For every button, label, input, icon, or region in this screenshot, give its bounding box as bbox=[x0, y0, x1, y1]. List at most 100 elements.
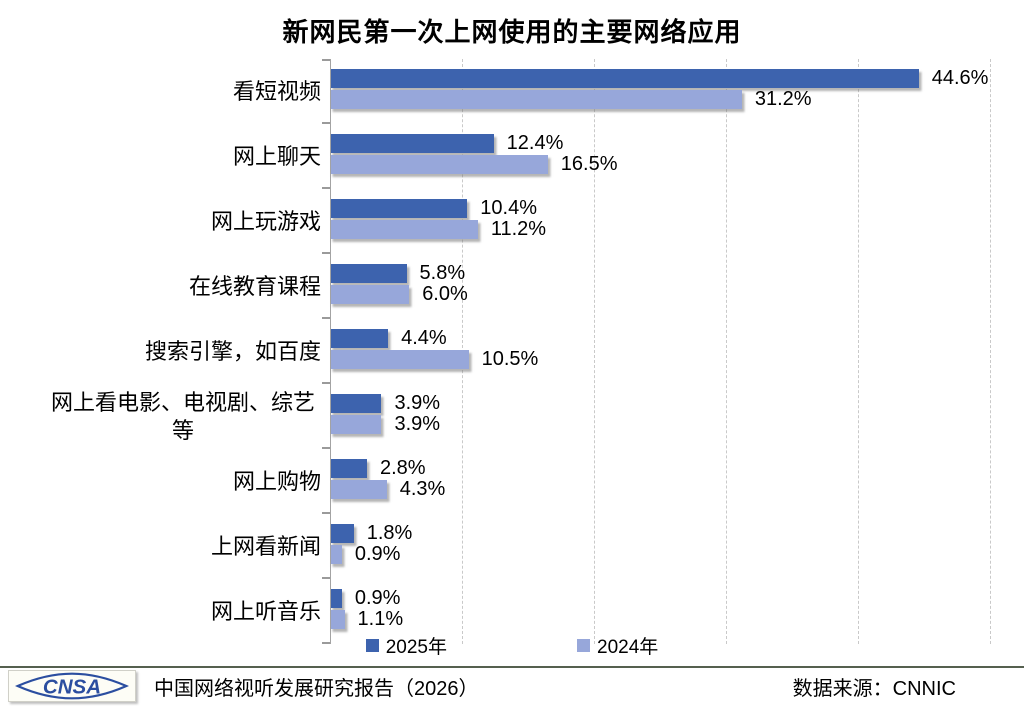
legend-item-2025: 2025年 bbox=[365, 632, 447, 659]
legend-label-2025: 2025年 bbox=[385, 636, 447, 658]
category-label: 网上看电影、电视剧、综艺等 bbox=[50, 390, 315, 443]
value-label-2025: 44.6% bbox=[931, 67, 989, 89]
bar-2025 bbox=[330, 394, 382, 413]
value-label-2025: 4.4% bbox=[401, 327, 447, 349]
chart-row: 网上看电影、电视剧、综艺等 3.9% 3.9% bbox=[0, 384, 990, 449]
category-label: 网上听音乐 bbox=[210, 598, 321, 624]
bar-line-2025: 2.8% bbox=[330, 457, 990, 479]
chart-row: 上网看新闻 1.8% 0.9% bbox=[0, 514, 990, 579]
axis-tick bbox=[322, 121, 330, 124]
bar-2025 bbox=[330, 69, 919, 88]
cnsa-logo: CNSA bbox=[8, 670, 136, 702]
value-label-2025: 12.4% bbox=[506, 132, 564, 154]
chart-row: 看短视频 44.6% 31.2% bbox=[0, 59, 990, 124]
bar-2024 bbox=[330, 350, 469, 369]
bar-2025 bbox=[330, 459, 367, 478]
category-label: 上网看新闻 bbox=[210, 533, 321, 559]
bar-2025 bbox=[330, 264, 407, 283]
chart-legend: 2025年 2024年 bbox=[0, 630, 1024, 660]
bar-line-2024: 6.0% bbox=[330, 283, 990, 305]
bar-line-2024: 1.1% bbox=[330, 608, 990, 630]
row-plot: 4.4% 10.5% bbox=[330, 319, 990, 384]
category-label: 看短视频 bbox=[232, 78, 321, 104]
row-plot: 3.9% 3.9% bbox=[330, 384, 990, 449]
category-label: 网上聊天 bbox=[232, 143, 321, 169]
axis-tick bbox=[322, 446, 330, 449]
bar-line-2025: 3.9% bbox=[330, 392, 990, 414]
gridline bbox=[594, 59, 595, 644]
row-plot: 0.9% 1.1% bbox=[330, 579, 990, 644]
gridline bbox=[858, 59, 859, 644]
bar-2025 bbox=[330, 134, 494, 153]
row-plot: 5.8% 6.0% bbox=[330, 254, 990, 319]
value-label-2025: 0.9% bbox=[354, 587, 401, 609]
bar-2025 bbox=[330, 524, 354, 543]
category-axis-line bbox=[330, 59, 331, 644]
bar-line-2025: 12.4% bbox=[330, 132, 990, 154]
report-title: 中国网络视听发展研究报告（2026） bbox=[154, 677, 479, 700]
bar-2025 bbox=[330, 199, 468, 218]
bar-line-2025: 5.8% bbox=[330, 262, 990, 284]
value-label-2025: 3.9% bbox=[394, 392, 441, 414]
category-label: 在线教育课程 bbox=[188, 273, 321, 299]
legend-swatch-2025-icon bbox=[365, 638, 379, 652]
svg-text:CNSA: CNSA bbox=[43, 675, 101, 698]
bar-2024 bbox=[330, 285, 410, 304]
bar-2025 bbox=[330, 329, 389, 348]
bar-line-2025: 10.4% bbox=[330, 197, 990, 219]
bar-line-2025: 4.4% bbox=[330, 327, 990, 349]
bar-line-2025: 44.6% bbox=[330, 67, 990, 89]
chart-row: 搜索引擎，如百度 4.4% 10.5% bbox=[0, 319, 990, 384]
row-plot: 12.4% 16.5% bbox=[330, 124, 990, 189]
chart-row: 网上玩游戏 10.4% 11.2% bbox=[0, 189, 990, 254]
legend-swatch-2024-icon bbox=[577, 638, 590, 652]
bar-2024 bbox=[330, 415, 382, 434]
row-plot: 2.8% 4.3% bbox=[330, 449, 990, 514]
bar-2024 bbox=[330, 220, 478, 239]
axis-tick bbox=[322, 642, 330, 644]
chart-row: 网上听音乐 0.9% 1.1% bbox=[0, 579, 990, 644]
bar-line-2024: 16.5% bbox=[330, 153, 990, 175]
value-label-2024: 3.9% bbox=[394, 413, 441, 435]
bar-line-2024: 0.9% bbox=[330, 543, 990, 565]
value-label-2025: 2.8% bbox=[379, 457, 426, 479]
value-label-2024: 0.9% bbox=[354, 543, 401, 565]
value-label-2025: 10.4% bbox=[480, 197, 537, 219]
value-label-2025: 1.8% bbox=[366, 522, 413, 544]
legend-item-2024: 2024年 bbox=[577, 632, 658, 659]
axis-tick bbox=[322, 316, 330, 319]
bar-2024 bbox=[330, 90, 742, 109]
bar-line-2024: 11.2% bbox=[330, 218, 990, 240]
bar-line-2025: 1.8% bbox=[330, 522, 990, 544]
bar-line-2024: 3.9% bbox=[330, 413, 990, 435]
bar-chart: 看短视频 44.6% 31.2% 网上聊天 12.4% 16.5% 网上玩游戏 10.4% 11… bbox=[0, 59, 991, 644]
value-label-2024: 10.5% bbox=[481, 348, 539, 370]
bar-line-2024: 4.3% bbox=[330, 478, 990, 500]
chart-row: 在线教育课程 5.8% 6.0% bbox=[0, 254, 990, 319]
chart-rows: 看短视频 44.6% 31.2% 网上聊天 12.4% 16.5% 网上玩游戏 10.4% 11… bbox=[0, 59, 990, 644]
cnsa-logo-icon: CNSA bbox=[14, 672, 130, 700]
row-plot: 10.4% 11.2% bbox=[330, 189, 990, 254]
bar-2024 bbox=[330, 480, 387, 499]
chart-row: 网上购物 2.8% 4.3% bbox=[0, 449, 990, 514]
axis-tick bbox=[322, 59, 330, 61]
value-label-2024: 1.1% bbox=[357, 608, 404, 630]
category-label: 网上玩游戏 bbox=[210, 208, 321, 234]
axis-tick bbox=[322, 251, 330, 254]
axis-tick bbox=[322, 512, 330, 514]
gridline bbox=[990, 59, 991, 644]
bar-line-2025: 0.9% bbox=[330, 587, 990, 609]
bar-line-2024: 31.2% bbox=[330, 88, 990, 110]
chart-row: 网上聊天 12.4% 16.5% bbox=[0, 124, 990, 189]
axis-tick bbox=[322, 576, 330, 579]
bar-line-2024: 10.5% bbox=[330, 348, 990, 370]
bar-2025 bbox=[330, 589, 342, 608]
value-label-2024: 11.2% bbox=[490, 218, 547, 240]
footer: CNSA 中国网络视听发展研究报告（2026） 数据来源：CNNIC bbox=[0, 666, 1024, 706]
bar-2024 bbox=[330, 545, 342, 564]
axis-tick bbox=[322, 382, 330, 384]
bar-2024 bbox=[330, 155, 548, 174]
category-label: 网上购物 bbox=[232, 468, 321, 494]
value-label-2025: 5.8% bbox=[419, 262, 466, 284]
